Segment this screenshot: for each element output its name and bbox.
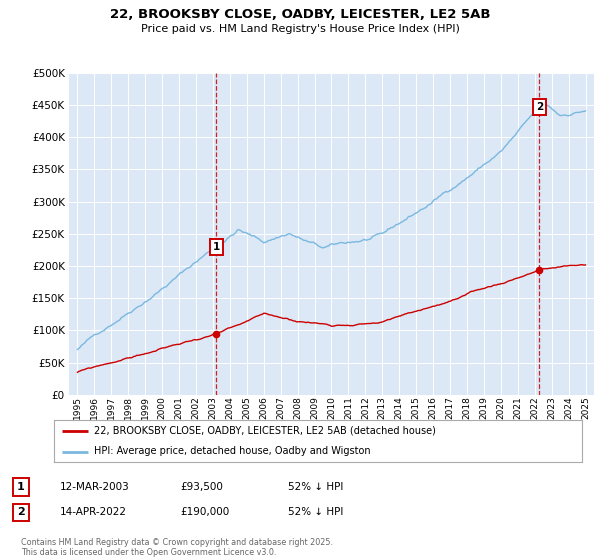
Text: 1: 1 bbox=[17, 482, 25, 492]
Text: Price paid vs. HM Land Registry's House Price Index (HPI): Price paid vs. HM Land Registry's House … bbox=[140, 24, 460, 34]
Text: Contains HM Land Registry data © Crown copyright and database right 2025.
This d: Contains HM Land Registry data © Crown c… bbox=[21, 538, 333, 557]
Text: HPI: Average price, detached house, Oadby and Wigston: HPI: Average price, detached house, Oadb… bbox=[94, 446, 370, 456]
Text: 22, BROOKSBY CLOSE, OADBY, LEICESTER, LE2 5AB (detached house): 22, BROOKSBY CLOSE, OADBY, LEICESTER, LE… bbox=[94, 426, 436, 436]
Text: 14-APR-2022: 14-APR-2022 bbox=[60, 507, 127, 517]
Text: 2: 2 bbox=[17, 507, 25, 517]
Text: £190,000: £190,000 bbox=[180, 507, 229, 517]
Text: 52% ↓ HPI: 52% ↓ HPI bbox=[288, 507, 343, 517]
Text: 52% ↓ HPI: 52% ↓ HPI bbox=[288, 482, 343, 492]
Text: 12-MAR-2003: 12-MAR-2003 bbox=[60, 482, 130, 492]
Text: 22, BROOKSBY CLOSE, OADBY, LEICESTER, LE2 5AB: 22, BROOKSBY CLOSE, OADBY, LEICESTER, LE… bbox=[110, 8, 490, 21]
Text: 1: 1 bbox=[212, 242, 220, 252]
Text: 2: 2 bbox=[536, 102, 543, 111]
Text: £93,500: £93,500 bbox=[180, 482, 223, 492]
